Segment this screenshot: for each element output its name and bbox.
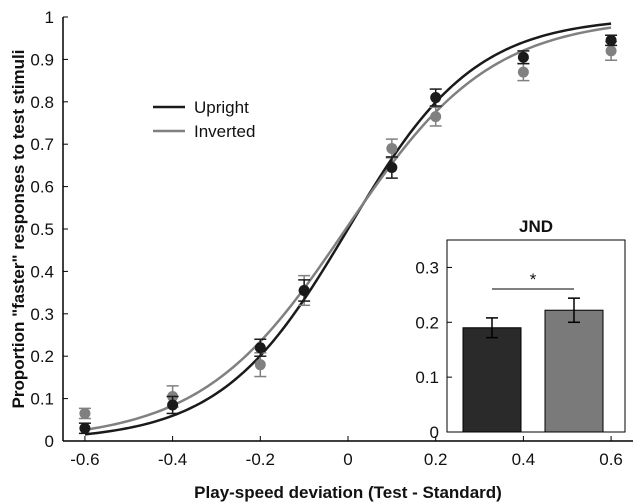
jnd-inset-chart: JND 0 0.1 0.2 0.3 * [415, 217, 626, 442]
y-tick-label: 0 [45, 432, 54, 451]
data-point-inverted [386, 142, 398, 154]
data-point-inverted [605, 45, 617, 57]
data-points [78, 34, 618, 435]
legend-label-upright: Upright [194, 98, 249, 117]
y-tick-label: 0.9 [30, 50, 54, 69]
legend: Upright Inverted [153, 98, 255, 141]
y-ticks: 0 0.1 0.2 0.3 0.4 0.5 0.6 0.7 0.8 0.9 1 [30, 8, 68, 451]
data-point-inverted [254, 359, 266, 371]
inset-y-tick-label: 0.3 [415, 258, 439, 277]
y-axis-label: Proportion "faster" responses to test st… [9, 49, 28, 408]
y-tick-label: 0.7 [30, 135, 54, 154]
x-axis-label: Play-speed deviation (Test - Standard) [194, 483, 502, 502]
legend-label-inverted: Inverted [194, 122, 255, 141]
data-point-inverted [517, 66, 529, 78]
data-point-upright [386, 162, 398, 174]
data-point-inverted [430, 111, 442, 123]
jnd-bar-inverted [544, 309, 604, 433]
y-tick-label: 0.8 [30, 93, 54, 112]
x-tick-label: 0.4 [512, 450, 536, 469]
data-point-upright [79, 422, 91, 434]
data-point-upright [298, 284, 310, 296]
y-tick-label: 1 [45, 8, 54, 27]
x-tick-label: -0.2 [246, 450, 275, 469]
x-ticks: -0.6 -0.4 -0.2 0 0.2 0.4 0.6 [70, 436, 623, 469]
y-tick-label: 0.1 [30, 390, 54, 409]
inset-y-tick-label: 0.1 [415, 368, 439, 387]
inset-bars [462, 297, 604, 433]
x-tick-label: -0.4 [158, 450, 187, 469]
data-point-upright [430, 92, 442, 104]
inset-y-tick-label: 0 [430, 423, 439, 442]
data-point-upright [517, 51, 529, 63]
data-point-upright [605, 34, 617, 46]
significance-star: * [530, 270, 537, 289]
data-point-upright [254, 342, 266, 354]
y-tick-label: 0.6 [30, 178, 54, 197]
inset-title: JND [519, 217, 553, 236]
x-tick-label: 0 [343, 450, 352, 469]
x-tick-label: 0.6 [599, 450, 623, 469]
fit-curve-upright [84, 22, 612, 436]
y-tick-label: 0.3 [30, 305, 54, 324]
y-tick-label: 0.5 [30, 220, 54, 239]
jnd-bar-upright [462, 327, 522, 433]
inset-y-ticks: 0 0.1 0.2 0.3 [415, 258, 452, 442]
y-tick-label: 0.2 [30, 347, 54, 366]
y-tick-label: 0.4 [30, 262, 54, 281]
main-plot: -0.6 -0.4 -0.2 0 0.2 0.4 0.6 00.10.20.30.40.50… [9, 8, 633, 502]
x-tick-label: 0.2 [424, 450, 448, 469]
x-tick-label: -0.6 [70, 450, 99, 469]
data-point-inverted [79, 407, 91, 419]
inset-y-tick-label: 0.2 [415, 313, 439, 332]
data-point-upright [167, 399, 179, 411]
